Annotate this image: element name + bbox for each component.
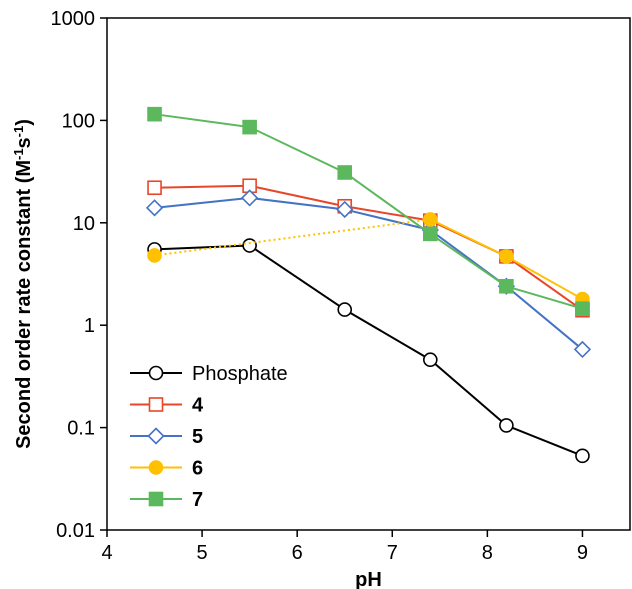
data-point [423,212,438,227]
data-point [336,200,354,219]
data-point [241,189,259,207]
series-line-segment [249,196,345,211]
legend-label: 5 [192,426,203,448]
y-axis-title-mid: s [13,137,35,148]
data-point [423,352,438,368]
x-tick-label: 7 [387,542,398,564]
data-point [499,418,514,433]
series-3 [145,189,592,359]
legend-marker [148,397,164,412]
x-tick-label: 8 [482,542,493,564]
legend-item: 6 [130,458,203,480]
data-point [242,119,257,135]
y-tick-label: 10 [73,213,95,235]
series-line-segment [249,184,345,208]
data-point [147,106,162,122]
data-point [337,165,353,180]
series-line-segment [154,244,250,251]
data-point [499,278,514,294]
legend-item: 5 [130,426,203,448]
series-line-segment [429,233,507,288]
series-line-segment [505,255,583,300]
y-axis-title-sup1: -1 [11,148,26,160]
series-line-segment [154,184,250,189]
series-line-segment [154,218,431,257]
data-point [575,301,590,316]
series-line-segment [344,208,431,231]
y-tick-label: 100 [62,110,95,132]
legend: Phosphate 4 5 6 7 [130,363,288,511]
x-tick-label: 9 [577,542,588,564]
y-axis-title-main: Second order rate constant (M [13,160,35,449]
y-axis-title-sup2: -1 [11,126,26,138]
y-tick-label: 0.1 [67,418,95,440]
legend-item: Phosphate [130,363,288,385]
y-tick-label: 1000 [51,8,96,30]
series-1 [147,238,590,464]
x-axis-title: pH [355,569,382,589]
series-line-segment [429,358,508,427]
plot-frame [106,17,631,531]
x-tick-label: 6 [292,542,303,564]
legend-item: 4 [130,395,204,417]
data-point [242,238,257,253]
y-tick-label: 1 [84,315,95,337]
series-line-segment [154,196,250,209]
data-point [147,180,162,196]
data-point [147,248,162,263]
series-layer [145,106,592,464]
legend-label: 7 [192,489,203,511]
series-line-segment [505,285,584,351]
series-line-segment [506,285,583,310]
series-5 [147,106,590,316]
legend-label: Phosphate [192,363,288,385]
data-point [573,340,592,359]
x-tick-label: 4 [101,542,112,564]
series-line-segment [505,255,584,312]
data-point [337,302,353,317]
legend-marker [147,427,165,445]
x-tick-label: 5 [197,542,208,564]
series-line-segment [249,126,346,174]
legend-item: 7 [130,489,203,511]
y-axis-title-end: ) [13,119,35,126]
data-point [145,199,164,217]
legend-marker [148,460,164,475]
series-line-segment [429,218,507,258]
series-line-segment [344,205,431,222]
series-line-segment [344,308,431,361]
series-line-segment [249,244,346,311]
y-axis-title: Second order rate constant (M-1s-1) [11,119,36,449]
legend-label: 4 [192,395,204,417]
axes: 4 5 6 7 8 9 0.01 0.1 1 10 100 1000 [51,8,631,564]
legend-marker [148,365,164,381]
series-line-segment [506,424,583,457]
series-line-segment [344,171,431,235]
data-point [575,448,590,464]
legend-marker [148,491,164,507]
data-point [423,226,438,242]
data-point [499,249,514,264]
legend-label: 6 [192,458,203,480]
series-line-segment [154,113,250,129]
y-tick-label: 0.01 [56,520,95,542]
